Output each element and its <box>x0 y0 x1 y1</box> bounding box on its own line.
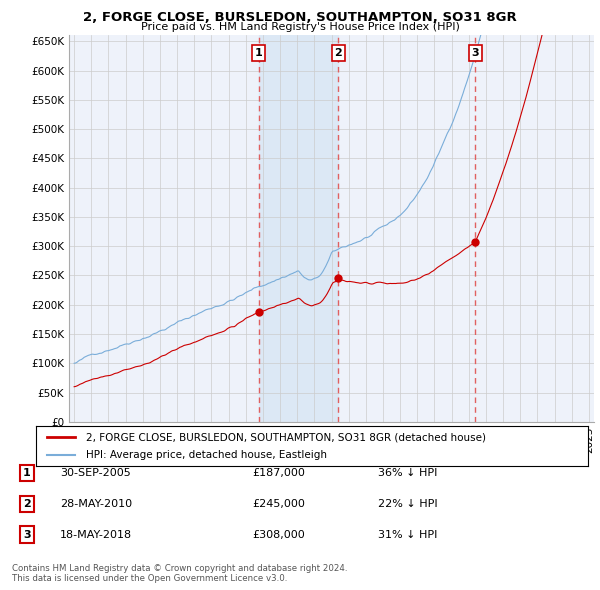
Text: 1: 1 <box>255 48 262 58</box>
Bar <box>259 35 338 422</box>
Text: 3: 3 <box>471 48 479 58</box>
Text: 18-MAY-2018: 18-MAY-2018 <box>60 530 132 539</box>
Text: This data is licensed under the Open Government Licence v3.0.: This data is licensed under the Open Gov… <box>12 574 287 583</box>
Text: 22% ↓ HPI: 22% ↓ HPI <box>378 499 437 509</box>
Text: 3: 3 <box>23 530 31 539</box>
Text: £245,000: £245,000 <box>252 499 305 509</box>
Text: Price paid vs. HM Land Registry's House Price Index (HPI): Price paid vs. HM Land Registry's House … <box>140 22 460 32</box>
Text: £308,000: £308,000 <box>252 530 305 539</box>
Text: 30-SEP-2005: 30-SEP-2005 <box>60 468 131 478</box>
Text: Contains HM Land Registry data © Crown copyright and database right 2024.: Contains HM Land Registry data © Crown c… <box>12 565 347 573</box>
Text: 2: 2 <box>23 499 31 509</box>
Text: 31% ↓ HPI: 31% ↓ HPI <box>378 530 437 539</box>
Text: 2: 2 <box>334 48 342 58</box>
Text: 2, FORGE CLOSE, BURSLEDON, SOUTHAMPTON, SO31 8GR (detached house): 2, FORGE CLOSE, BURSLEDON, SOUTHAMPTON, … <box>86 432 485 442</box>
Text: 1: 1 <box>23 468 31 478</box>
Text: 2, FORGE CLOSE, BURSLEDON, SOUTHAMPTON, SO31 8GR: 2, FORGE CLOSE, BURSLEDON, SOUTHAMPTON, … <box>83 11 517 24</box>
Text: 28-MAY-2010: 28-MAY-2010 <box>60 499 132 509</box>
Text: HPI: Average price, detached house, Eastleigh: HPI: Average price, detached house, East… <box>86 450 326 460</box>
Text: 36% ↓ HPI: 36% ↓ HPI <box>378 468 437 478</box>
Text: £187,000: £187,000 <box>252 468 305 478</box>
